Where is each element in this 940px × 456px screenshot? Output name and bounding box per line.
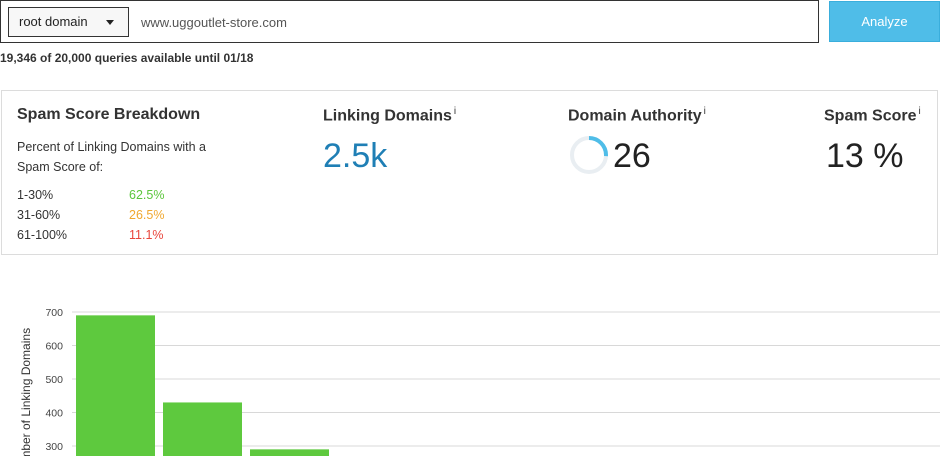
spam-breakdown-title: Spam Score Breakdown (17, 106, 200, 124)
domain-authority-title: Domain Authority i (568, 106, 706, 125)
domain-type-select-value: root domain (19, 14, 88, 29)
breakdown-row: 31-60% (17, 208, 60, 222)
breakdown-percent: 11.1% (129, 228, 164, 242)
spam-score-title-text: Spam Score (824, 107, 917, 125)
linking-domains-chart: 700 600 500 400 300 Number of Linking Domains (19, 307, 940, 456)
y-tick-label: 500 (45, 374, 63, 386)
info-icon[interactable]: i (453, 106, 457, 117)
search-bar: root domain (0, 0, 819, 43)
chart-bar[interactable] (163, 402, 242, 456)
y-tick-label: 400 (45, 408, 63, 420)
y-tick-label: 300 (45, 441, 63, 453)
query-quota-text: 19,346 of 20,000 queries available until… (0, 51, 254, 65)
chart-bar[interactable] (76, 315, 155, 456)
spam-score-value: 13 % (826, 137, 904, 175)
breakdown-percent: 26.5% (129, 208, 165, 222)
spam-score-title: Spam Score i (824, 106, 921, 125)
breakdown-range: 1-30% (17, 188, 54, 202)
ring-progress (570, 136, 608, 174)
info-icon[interactable]: i (918, 106, 921, 117)
y-axis-title: Number of Linking Domains (19, 328, 33, 456)
info-icon[interactable]: i (703, 106, 706, 117)
breakdown-range: 31-60% (17, 208, 61, 222)
breakdown-percent: 62.5% (129, 188, 165, 202)
domain-authority-title-text: Domain Authority (568, 107, 702, 125)
url-input[interactable] (141, 8, 811, 36)
breakdown-row: 1-30% (17, 188, 53, 202)
spam-breakdown-description: Percent of Linking Domains with a Spam S… (17, 140, 206, 174)
chart-bar[interactable] (250, 449, 329, 456)
domain-authority-value: 26 (613, 137, 651, 175)
chevron-down-icon (106, 20, 114, 25)
linking-domains-title-text: Linking Domains (323, 107, 452, 125)
linking-domains-value: 2.5k (323, 137, 388, 175)
spam-breakdown-title-text: Spam Score Breakdown (17, 106, 201, 123)
metrics-panel: Spam Score Breakdown Percent of Linking … (1, 90, 938, 255)
breakdown-row: 61-100% (17, 228, 67, 242)
y-tick-label: 600 (45, 341, 63, 353)
y-tick-label: 700 (45, 307, 63, 319)
domain-authority-ring (570, 136, 608, 174)
breakdown-range: 61-100% (17, 228, 68, 242)
analyze-button[interactable]: Analyze (829, 1, 940, 42)
domain-type-select[interactable]: root domain (8, 7, 129, 37)
linking-domains-title: Linking Domains i (323, 106, 456, 125)
